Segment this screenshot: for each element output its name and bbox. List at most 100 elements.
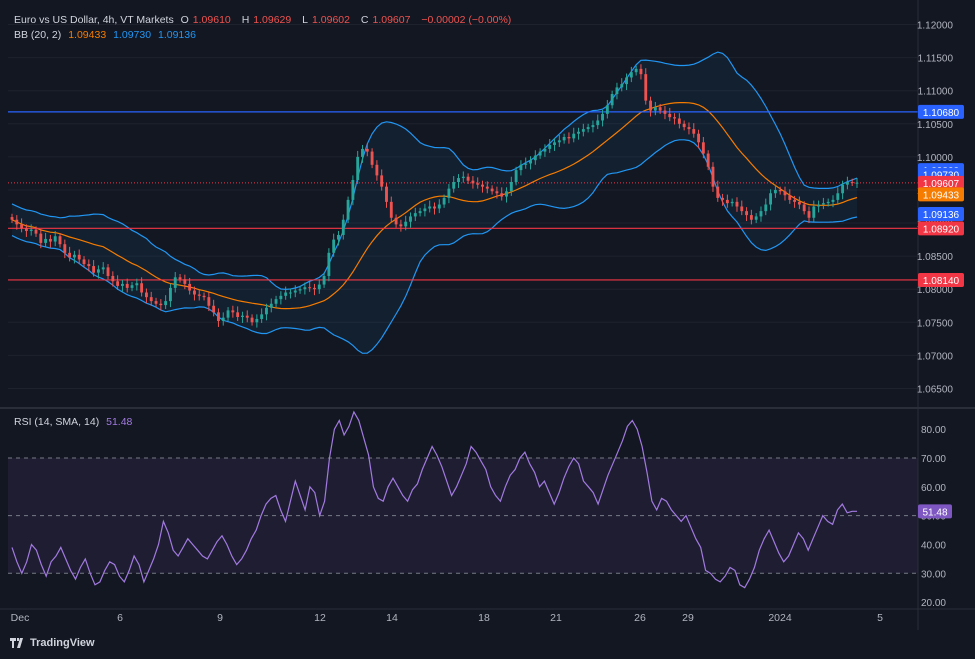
high-label: H [241, 14, 250, 26]
candle-body [783, 191, 787, 196]
candle-body [802, 204, 806, 212]
candle-body [553, 142, 556, 145]
candle-body [274, 299, 278, 304]
candle-body [370, 151, 374, 165]
candle-body [231, 310, 235, 313]
candle-body [327, 252, 331, 276]
candle-body [845, 182, 849, 185]
candle-body [692, 129, 696, 134]
candle-body [29, 229, 33, 231]
price-label-badge [918, 272, 964, 287]
candle-body [634, 68, 638, 73]
candle-body [308, 287, 312, 289]
candle-body [601, 113, 604, 121]
candle-body [500, 193, 504, 197]
time-tick-label: 2024 [768, 612, 792, 624]
candle-body [740, 206, 744, 212]
candle-body [322, 275, 326, 285]
candle-body [817, 204, 821, 207]
candle-body [759, 211, 763, 217]
candle-body [164, 301, 168, 306]
candle-body [644, 74, 648, 101]
candle-body [711, 166, 715, 187]
rsi-pane [8, 410, 918, 589]
price-tick-label: 1.11000 [918, 87, 954, 98]
bb-legend: BB (20, 2) 1.09433 1.09730 1.09136 [14, 29, 200, 41]
candle-body [807, 211, 811, 218]
rsi-line [11, 410, 857, 589]
candle-body [144, 292, 148, 298]
candle-body [10, 217, 14, 220]
candle-body [514, 170, 518, 183]
candle-body [836, 193, 840, 200]
candle-body [217, 312, 220, 321]
candle-body [409, 216, 412, 222]
candle-body [831, 199, 835, 202]
price-tick-label: 1.07000 [917, 351, 954, 362]
candle-body [385, 186, 388, 202]
candle-body [255, 318, 259, 323]
bb-upper-line [11, 51, 858, 291]
candle-body [509, 182, 513, 192]
time-tick-label: 9 [217, 612, 223, 624]
candle-body [687, 127, 691, 130]
open-value: 1.09610 [192, 14, 231, 26]
price-label-text: 1.08140 [923, 276, 960, 287]
candle-body [399, 224, 403, 227]
price-label-badge [918, 187, 964, 202]
candle-body [245, 315, 249, 318]
candle-body [428, 206, 432, 209]
bb-lower-value: 1.09136 [157, 29, 196, 41]
candle-body [529, 160, 532, 164]
rsi-tick-label: 80.00 [921, 425, 946, 436]
bb-upper-value: 1.09730 [113, 29, 152, 41]
candle-body [303, 287, 307, 290]
candle-body [538, 151, 542, 156]
change-value: −0.00002 (−0.00%) [421, 14, 512, 26]
candle-body [658, 107, 662, 111]
candle-body [769, 193, 773, 205]
candle-body [111, 275, 115, 282]
candle-body [730, 201, 734, 204]
candle-body [495, 191, 499, 194]
candle-body [668, 113, 672, 118]
candle-body [92, 266, 96, 273]
candle-body [457, 178, 460, 183]
candle-body [365, 148, 369, 152]
candle-body [793, 199, 797, 202]
low-label: L [302, 14, 309, 26]
candle-body [466, 176, 470, 181]
candle-body [356, 156, 360, 181]
candle-body [120, 283, 124, 286]
symbol-name: Euro vs US Dollar, 4h, VT Markets [14, 14, 174, 26]
candle-body [87, 264, 91, 267]
candle-body [241, 315, 244, 317]
candle-body [423, 208, 427, 212]
candle-body [63, 244, 67, 253]
candle-body [188, 283, 192, 291]
candle-body [471, 180, 475, 184]
candle-body [639, 68, 643, 75]
logo-text: TradingView [30, 637, 95, 649]
candle-body [48, 238, 52, 242]
price-label-badge [918, 221, 964, 236]
candle-body [596, 120, 600, 126]
price-label-badge [918, 207, 964, 222]
price-label-text: 1.10680 [923, 108, 960, 119]
candle-body [490, 188, 494, 192]
candle-body [24, 228, 28, 231]
tradingview-logo[interactable]: TradingView [10, 637, 95, 649]
candle-body [778, 189, 782, 192]
candle-body [476, 183, 480, 185]
candle-body [169, 287, 172, 302]
candle-body [149, 297, 153, 302]
candle-body [764, 204, 768, 212]
candle-body [663, 110, 667, 114]
candle-body [826, 201, 830, 204]
candle-body [58, 236, 62, 245]
candle-body [605, 105, 609, 114]
candle-body [279, 295, 283, 300]
close-value: 1.09607 [372, 14, 411, 26]
